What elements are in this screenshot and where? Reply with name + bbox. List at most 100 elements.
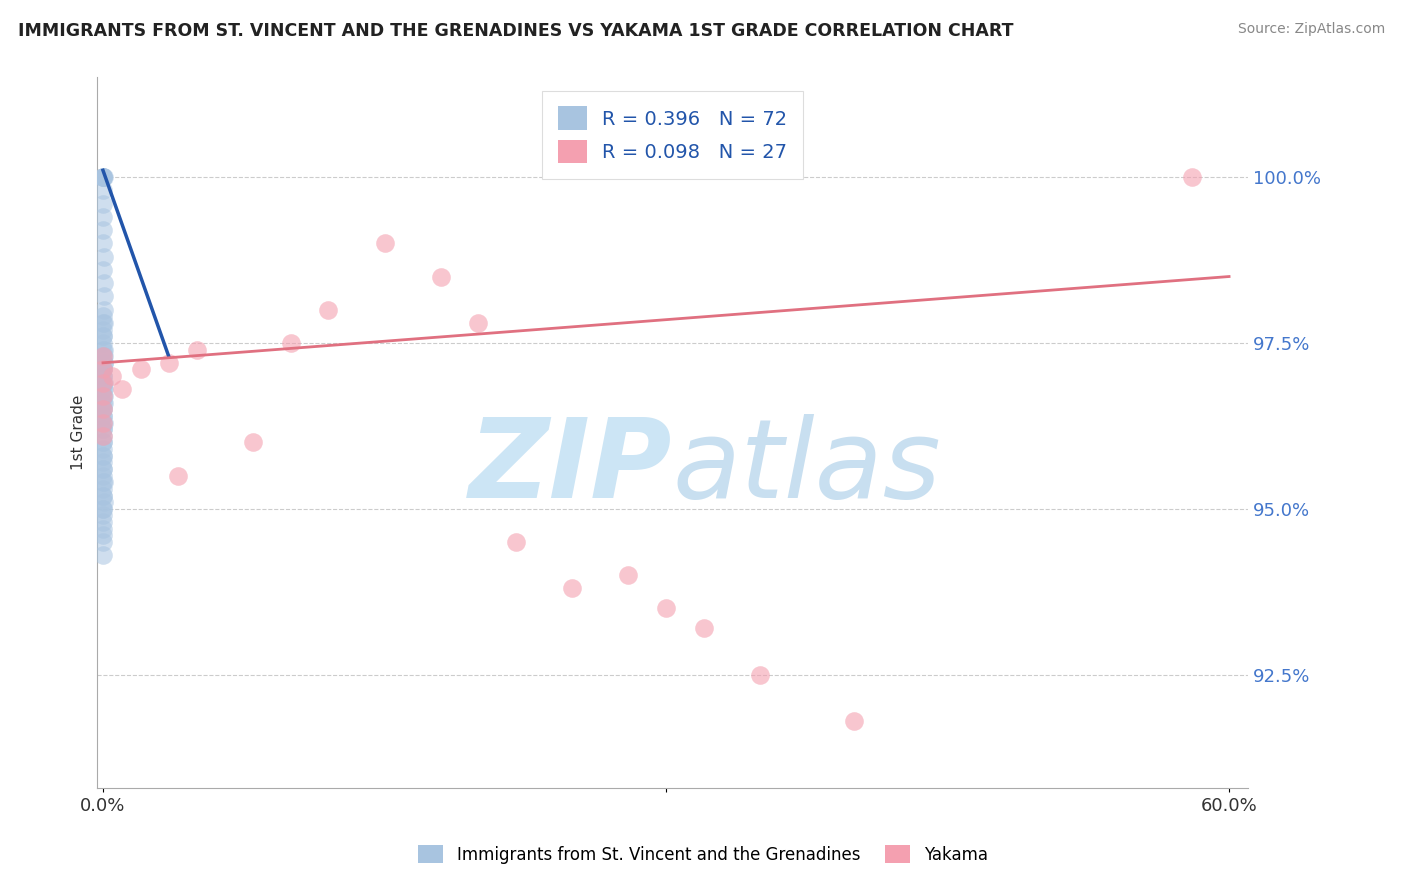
Point [91,369,114,384]
Point [91,449,114,463]
Point [692,621,714,635]
Legend: Immigrants from St. Vincent and the Grenadines, Yakama: Immigrants from St. Vincent and the Gren… [412,838,994,871]
Point [91,429,114,443]
Point [91,455,114,469]
Point [157,356,180,370]
Point [93,316,115,330]
Point [93,302,115,317]
Point [93,395,115,409]
Point [93,276,115,290]
Y-axis label: 1st Grade: 1st Grade [72,395,86,470]
Point [91,236,114,251]
Point [91,389,114,403]
Point [129,362,152,376]
Point [91,362,114,376]
Point [91,323,114,337]
Point [316,302,339,317]
Point [93,289,115,303]
Text: Source: ZipAtlas.com: Source: ZipAtlas.com [1237,22,1385,37]
Point [91,382,114,396]
Point [93,250,115,264]
Point [842,714,865,728]
Point [91,329,114,343]
Point [91,548,114,562]
Point [91,362,114,376]
Point [430,269,453,284]
Point [91,343,114,357]
Point [167,468,190,483]
Point [93,475,115,490]
Point [1180,169,1202,184]
Point [91,310,114,324]
Text: atlas: atlas [672,415,941,522]
Point [91,169,114,184]
Point [93,382,115,396]
Point [91,462,114,476]
Point [91,183,114,197]
Point [91,416,114,430]
Point [91,422,114,436]
Point [91,169,114,184]
Point [91,475,114,490]
Point [91,462,114,476]
Point [91,468,114,483]
Legend: R = 0.396   N = 72, R = 0.098   N = 27: R = 0.396 N = 72, R = 0.098 N = 27 [543,91,803,179]
Point [91,482,114,496]
Point [93,416,115,430]
Text: ZIP: ZIP [470,415,672,522]
Point [242,435,264,450]
Point [91,416,114,430]
Point [91,376,114,390]
Point [91,402,114,417]
Point [93,422,115,436]
Point [91,349,114,363]
Text: IMMIGRANTS FROM ST. VINCENT AND THE GRENADINES VS YAKAMA 1ST GRADE CORRELATION C: IMMIGRANTS FROM ST. VINCENT AND THE GREN… [18,22,1014,40]
Point [561,582,583,596]
Point [467,316,489,330]
Point [91,196,114,211]
Point [91,362,114,376]
Point [91,501,114,516]
Point [91,210,114,224]
Point [91,335,114,350]
Point [91,508,114,523]
Point [280,335,302,350]
Point [91,263,114,277]
Point [91,316,114,330]
Point [617,568,640,582]
Point [91,169,114,184]
Point [91,515,114,529]
Point [91,501,114,516]
Point [93,528,115,542]
Point [91,435,114,450]
Point [111,382,134,396]
Point [505,535,527,549]
Point [91,169,114,184]
Point [91,489,114,503]
Point [93,442,115,456]
Point [91,402,114,417]
Point [93,349,115,363]
Point [93,343,115,357]
Point [91,489,114,503]
Point [748,667,770,681]
Point [91,449,114,463]
Point [91,389,114,403]
Point [91,409,114,423]
Point [91,409,114,423]
Point [93,169,115,184]
Point [91,223,114,237]
Point [101,369,124,384]
Point [373,236,395,251]
Point [91,376,114,390]
Point [91,369,114,384]
Point [91,535,114,549]
Point [93,356,115,370]
Point [93,356,115,370]
Point [91,395,114,409]
Point [91,349,114,363]
Point [93,389,115,403]
Point [91,429,114,443]
Point [91,329,114,343]
Point [93,435,115,450]
